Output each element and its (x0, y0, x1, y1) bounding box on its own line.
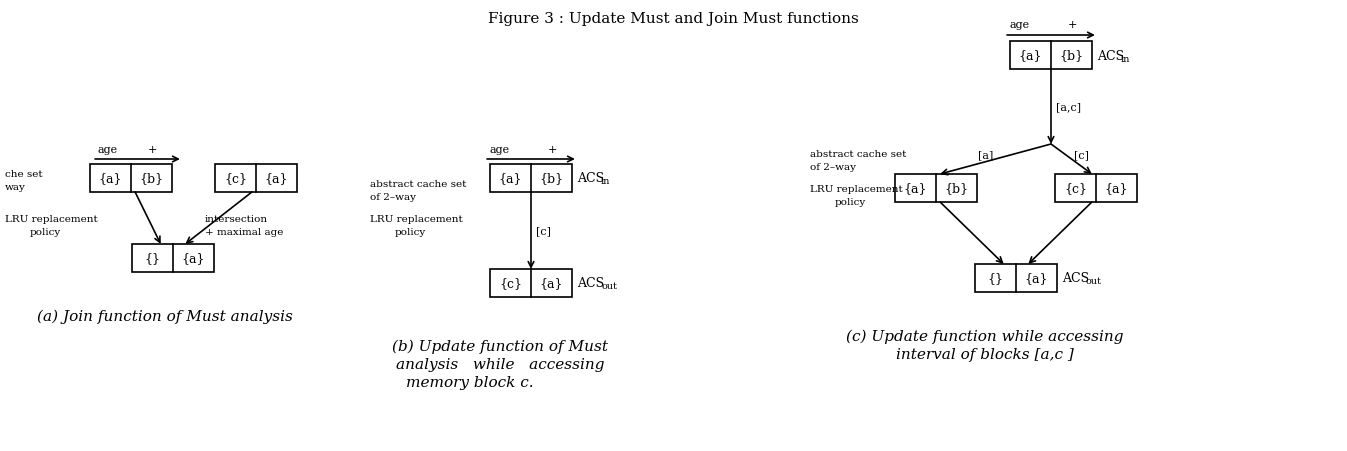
Bar (132, 244, 214, 272)
Text: {c}: {c} (498, 277, 523, 290)
Text: {c}: {c} (1064, 182, 1087, 195)
Text: abstract cache set: abstract cache set (810, 150, 907, 159)
Text: + maximal age: + maximal age (205, 228, 283, 237)
Text: {a}: {a} (1105, 182, 1129, 195)
Text: (c) Update function while accessing: (c) Update function while accessing (846, 329, 1123, 344)
Text: {a}: {a} (265, 172, 288, 185)
Text: {}: {} (144, 252, 160, 265)
Text: age: age (98, 145, 119, 155)
Text: age: age (490, 145, 511, 155)
Text: ACS: ACS (1061, 272, 1090, 285)
Bar (216, 165, 296, 193)
Bar (894, 175, 977, 202)
Text: LRU replacement: LRU replacement (370, 215, 463, 224)
Bar (490, 269, 572, 297)
Text: {a}: {a} (1018, 50, 1043, 62)
Text: (a) Join function of Must analysis: (a) Join function of Must analysis (38, 309, 292, 324)
Bar (1055, 175, 1137, 202)
Text: +: + (1068, 20, 1078, 30)
Text: {a}: {a} (904, 182, 927, 195)
Text: {c}: {c} (224, 172, 247, 185)
Text: abstract cache set: abstract cache set (370, 180, 466, 189)
Text: {b}: {b} (1060, 50, 1083, 62)
Text: LRU replacement: LRU replacement (5, 215, 98, 224)
Text: {b}: {b} (140, 172, 163, 185)
Text: {}: {} (987, 272, 1004, 285)
Text: policy: policy (30, 228, 61, 237)
Text: {b}: {b} (539, 172, 563, 185)
Text: analysis   while   accessing: analysis while accessing (396, 357, 605, 371)
Text: {b}: {b} (944, 182, 968, 195)
Text: policy: policy (835, 198, 866, 207)
Text: {a}: {a} (182, 252, 205, 265)
Text: [c]: [c] (536, 226, 551, 236)
Bar (1010, 42, 1092, 70)
Text: che set: che set (5, 170, 43, 179)
Text: age: age (1010, 20, 1030, 30)
Text: way: way (5, 183, 26, 192)
Text: [a]: [a] (978, 150, 993, 160)
Bar (90, 165, 172, 193)
Text: of 2–way: of 2–way (810, 163, 855, 172)
Text: +: + (148, 145, 158, 155)
Text: ACS: ACS (577, 172, 603, 185)
Bar (490, 165, 572, 193)
Text: {a}: {a} (540, 277, 563, 290)
Text: (b) Update function of Must: (b) Update function of Must (392, 339, 607, 354)
Text: out: out (601, 282, 617, 291)
Text: interval of blocks [a,c ]: interval of blocks [a,c ] (896, 347, 1074, 361)
Text: policy: policy (395, 228, 426, 237)
Text: LRU replacement: LRU replacement (810, 185, 902, 194)
Text: {a}: {a} (1025, 272, 1048, 285)
Text: {a}: {a} (98, 172, 123, 185)
Bar (975, 264, 1057, 292)
Text: intersection: intersection (205, 215, 268, 224)
Text: in: in (1121, 55, 1130, 63)
Text: in: in (601, 177, 610, 186)
Text: {a}: {a} (498, 172, 523, 185)
Text: ACS: ACS (1096, 50, 1125, 62)
Text: Figure 3 : Update Must and Join Must functions: Figure 3 : Update Must and Join Must fun… (488, 12, 858, 26)
Text: +: + (548, 145, 558, 155)
Text: memory block c.: memory block c. (407, 375, 533, 389)
Text: [c]: [c] (1074, 150, 1088, 160)
Text: out: out (1086, 277, 1102, 286)
Text: [a,c]: [a,c] (1056, 102, 1082, 112)
Text: of 2–way: of 2–way (370, 193, 416, 202)
Text: ACS: ACS (577, 277, 603, 290)
